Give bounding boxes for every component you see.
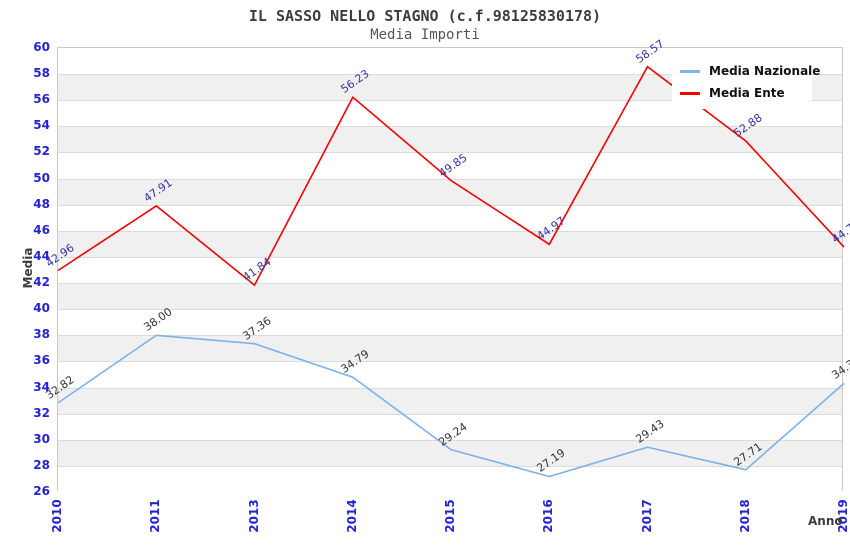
y-axis-title: Media: [21, 247, 35, 289]
plot-band: [58, 204, 842, 231]
gridline: [58, 230, 842, 232]
x-tick-label: 2014: [344, 499, 359, 533]
plot-band: [58, 387, 842, 414]
y-tick-label: 32: [33, 405, 50, 420]
media-nazionale-line-swatch: [680, 69, 700, 73]
plot-band: [58, 126, 842, 153]
chart-subtitle: Media Importi: [370, 27, 480, 43]
y-tick-label: 28: [33, 457, 50, 472]
gridline: [58, 256, 842, 258]
x-tick-label: 2015: [443, 499, 457, 533]
y-tick-label: 42: [33, 275, 50, 290]
y-tick-label: 54: [33, 118, 50, 133]
gridline: [58, 204, 842, 206]
x-tick-label: 2018: [737, 499, 752, 533]
gridline: [58, 74, 842, 76]
plot-band: [58, 465, 842, 492]
x-tick-label: 2013: [246, 499, 261, 533]
y-tick-label: 26: [33, 484, 50, 498]
legend-label-media-nazionale: Media Nazionale: [709, 64, 821, 78]
gridline: [58, 439, 842, 441]
x-tick-label: 2011: [148, 499, 163, 533]
gridline: [58, 152, 842, 154]
gridline: [58, 100, 842, 102]
plot-band: [58, 152, 842, 179]
plot-band: [58, 230, 842, 257]
x-tick-label: 2010: [50, 499, 64, 533]
series-lines: [57, 65, 845, 478]
x-axis-title: Anno: [808, 514, 843, 528]
y-tick-label: 46: [33, 222, 50, 237]
y-tick-label: 52: [33, 144, 50, 159]
y-tick-label: 58: [33, 66, 50, 81]
chart-title: IL SASSO NELLO STAGNO (c.f.98125830178): [248, 7, 602, 25]
y-tick-label: 44: [33, 248, 50, 263]
gridline: [58, 465, 842, 467]
legend-label-media-ente: Media Ente: [709, 86, 785, 100]
x-tick-label: 2017: [639, 499, 654, 533]
legend: Media Nazionale Media Ente: [672, 55, 820, 109]
y-tick-label: 30: [33, 431, 50, 446]
legend-item-media-nazionale: Media Nazionale: [680, 60, 820, 82]
series-line-media-ente: [57, 65, 845, 287]
series-line-media-nazionale: [57, 334, 845, 478]
legend-item-media-ente: Media Ente: [680, 82, 804, 104]
gridline: [58, 387, 842, 389]
x-tick-label: 2016: [541, 499, 556, 533]
y-tick-label: 50: [33, 170, 50, 185]
gridline: [58, 283, 842, 285]
y-tick-label: 60: [33, 40, 50, 54]
y-tick-label: 38: [33, 327, 50, 342]
plot-band: [58, 283, 842, 310]
plot-band: [58, 335, 842, 362]
plot-area: 32.82 38.00 37.36 34.79 29.24 27.19 29.43 27.71…: [43, 37, 850, 492]
gridline: [58, 126, 842, 128]
gridline: [58, 413, 842, 415]
plot-band: [58, 413, 842, 440]
plot-band: [58, 361, 842, 388]
gridline: [58, 309, 842, 311]
plot-band: [58, 256, 842, 284]
y-tick-label: 36: [33, 353, 50, 368]
plot-band: [58, 309, 842, 336]
y-tick-label: 56: [33, 92, 50, 107]
y-tick-label: 34: [33, 379, 50, 394]
y-tick-label: 48: [33, 196, 50, 211]
media-ente-line-swatch: [680, 91, 700, 95]
y-tick-label: 40: [33, 301, 50, 316]
gridline: [58, 335, 842, 337]
plot-band: [58, 178, 842, 205]
gridline: [58, 361, 842, 363]
